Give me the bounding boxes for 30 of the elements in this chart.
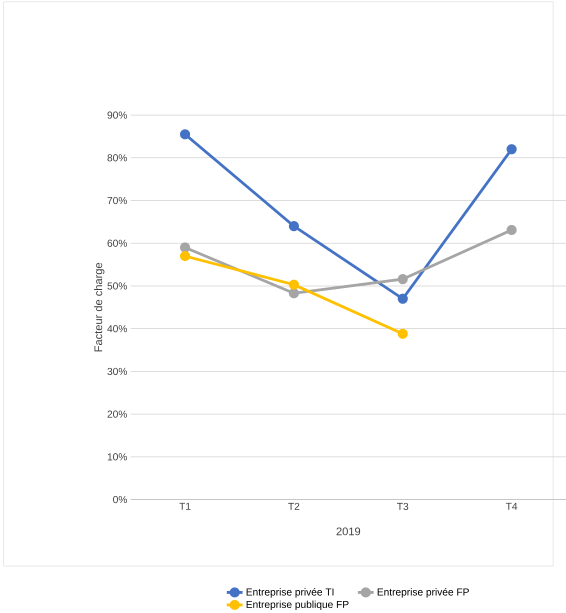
point — [506, 144, 517, 154]
y-axis-title: Facteur de charge — [94, 262, 104, 352]
point — [397, 294, 408, 304]
y-tick-label: 70% — [107, 196, 127, 204]
y-tick-label: 0% — [112, 496, 127, 504]
y-tick-label: 50% — [107, 282, 127, 290]
y-tick-label: 60% — [107, 240, 127, 247]
legend-label: Entreprise publique FP — [246, 600, 348, 610]
y-tick-label: 10% — [108, 453, 127, 460]
legend-label: Entreprise privée TI — [246, 588, 334, 598]
point — [288, 221, 299, 232]
y-tick-label: 20% — [107, 410, 127, 418]
y-tick-label: 40% — [107, 325, 127, 332]
x-tick-label: T2 — [288, 502, 300, 510]
legend-label: Entreprise privée FP — [378, 588, 469, 598]
point — [180, 129, 190, 140]
point — [180, 250, 190, 262]
point — [506, 224, 517, 236]
point — [397, 328, 408, 339]
x-tick-label: T3 — [396, 502, 408, 510]
x-tick-label: T4 — [506, 502, 518, 510]
point — [288, 288, 299, 298]
y-tick-label: 30% — [107, 368, 127, 375]
y-tick-label: 90% — [107, 112, 127, 119]
x-tick-label: T1 — [179, 502, 190, 510]
point — [397, 274, 408, 284]
point — [288, 280, 299, 290]
y-tick-label: 80% — [107, 154, 127, 162]
point — [180, 242, 190, 253]
x-axis-title: 2019 — [336, 527, 360, 536]
